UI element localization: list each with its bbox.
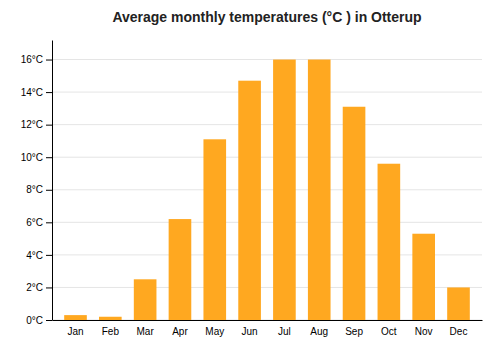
x-tick-label: Oct (381, 326, 397, 337)
y-tick-label: 4°C (26, 250, 43, 261)
y-tick: 8°C (26, 184, 52, 195)
x-tick: Feb (102, 320, 120, 337)
y-tick-label: 14°C (21, 87, 43, 98)
x-tick: Sep (345, 320, 363, 337)
bar (273, 60, 296, 320)
x-tick: Jun (242, 320, 258, 337)
x-tick: May (205, 320, 224, 337)
chart: 0°C 2°C 4°C 6°C 8°C 10°C 12°C 14°C 16°C Jan Feb Mar… (0, 0, 500, 350)
grid-line (52, 59, 482, 60)
x-tick-label: May (205, 326, 224, 337)
y-tick-mark (46, 222, 52, 223)
axis-line (53, 320, 483, 321)
x-tick: Nov (415, 320, 433, 337)
bar (447, 287, 470, 320)
y-tick-label: 6°C (26, 217, 43, 228)
y-tick: 14°C (21, 87, 52, 98)
y-tick-label: 16°C (21, 54, 43, 65)
y-tick: 4°C (26, 250, 52, 261)
title: Average monthly temperatures (°C ) in Ot… (112, 9, 421, 25)
bar (169, 219, 192, 320)
axis-line (52, 41, 53, 321)
y-tick: 10°C (21, 152, 52, 163)
bar (412, 234, 435, 320)
y-tick-mark (46, 190, 52, 191)
grid-line (52, 157, 482, 158)
bars (64, 60, 470, 320)
bar (99, 317, 122, 320)
x-tick: Oct (381, 320, 397, 337)
x-tick: Apr (172, 320, 188, 337)
bar (134, 279, 157, 320)
y-tick-mark (46, 125, 52, 126)
y-tick-label: 0°C (26, 315, 43, 326)
x-tick-label: Jan (67, 326, 83, 337)
x-tick-label: Mar (137, 326, 155, 337)
y-tick: 12°C (21, 119, 52, 130)
y-tick: 6°C (26, 217, 52, 228)
y-tick-mark (46, 320, 52, 321)
grid (52, 60, 482, 320)
bar (343, 107, 366, 320)
grid-line (52, 222, 482, 223)
y-tick-mark (46, 287, 52, 288)
x-tick: Jan (67, 320, 83, 337)
x-tick-label: Jun (242, 326, 258, 337)
bar (238, 81, 261, 320)
y-tick-mark (46, 92, 52, 93)
x-tick-label: Dec (450, 326, 468, 337)
x-tick-label: Aug (310, 326, 328, 337)
y-tick-mark (46, 157, 52, 158)
y-tick-label: 8°C (26, 184, 43, 195)
x-tick-label: Nov (415, 326, 433, 337)
plot-area: 0°C 2°C 4°C 6°C 8°C 10°C 12°C 14°C 16°C Jan Feb Mar… (21, 41, 483, 338)
y-tick: 0°C (26, 315, 52, 326)
bar (308, 60, 331, 320)
x-tick: Aug (310, 320, 328, 337)
y-tick-mark (46, 255, 52, 256)
y-tick: 16°C (21, 54, 52, 65)
y-axis: 0°C 2°C 4°C 6°C 8°C 10°C 12°C 14°C 16°C (21, 41, 53, 326)
bar (64, 315, 87, 320)
grid-line (52, 92, 482, 93)
y-tick-label: 10°C (21, 152, 43, 163)
grid-line (52, 189, 482, 190)
y-tick-mark (46, 60, 52, 61)
y-tick-label: 2°C (26, 282, 43, 293)
x-tick-label: Sep (345, 326, 363, 337)
bar (378, 164, 401, 320)
x-tick: Mar (137, 320, 155, 337)
grid-line (52, 124, 482, 125)
x-tick-label: Feb (102, 326, 120, 337)
y-tick-label: 12°C (21, 119, 43, 130)
x-axis: Jan Feb Mar Apr May Jun Jul Aug Sep Oct Nov Dec (53, 320, 483, 337)
x-tick: Dec (450, 320, 468, 337)
x-tick-label: Apr (172, 326, 188, 337)
bar (203, 139, 226, 320)
x-tick: Jul (278, 320, 291, 337)
x-tick-label: Jul (278, 326, 291, 337)
y-tick: 2°C (26, 282, 52, 293)
